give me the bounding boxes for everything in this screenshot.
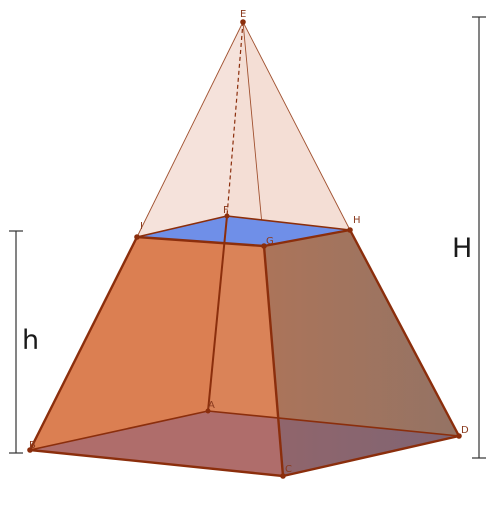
label-H: H	[353, 215, 361, 226]
dimension-h-label: h	[22, 325, 39, 356]
apex-pyramid	[137, 22, 350, 246]
vertex-E	[240, 19, 246, 25]
label-B: B	[29, 440, 36, 451]
label-A: A	[208, 400, 215, 411]
dimension-H	[472, 17, 486, 458]
vertex-I	[134, 234, 140, 240]
label-D: D	[461, 425, 469, 436]
vertex-H	[347, 227, 353, 233]
dimension-H-label: H	[452, 233, 472, 264]
label-G: G	[266, 236, 274, 247]
apex-front-face	[137, 22, 350, 246]
label-I: I	[140, 221, 143, 232]
label-C: C	[285, 464, 292, 475]
label-F: F	[223, 205, 229, 216]
dimension-h	[9, 231, 23, 453]
label-E: E	[240, 9, 246, 20]
frustum	[30, 216, 459, 476]
